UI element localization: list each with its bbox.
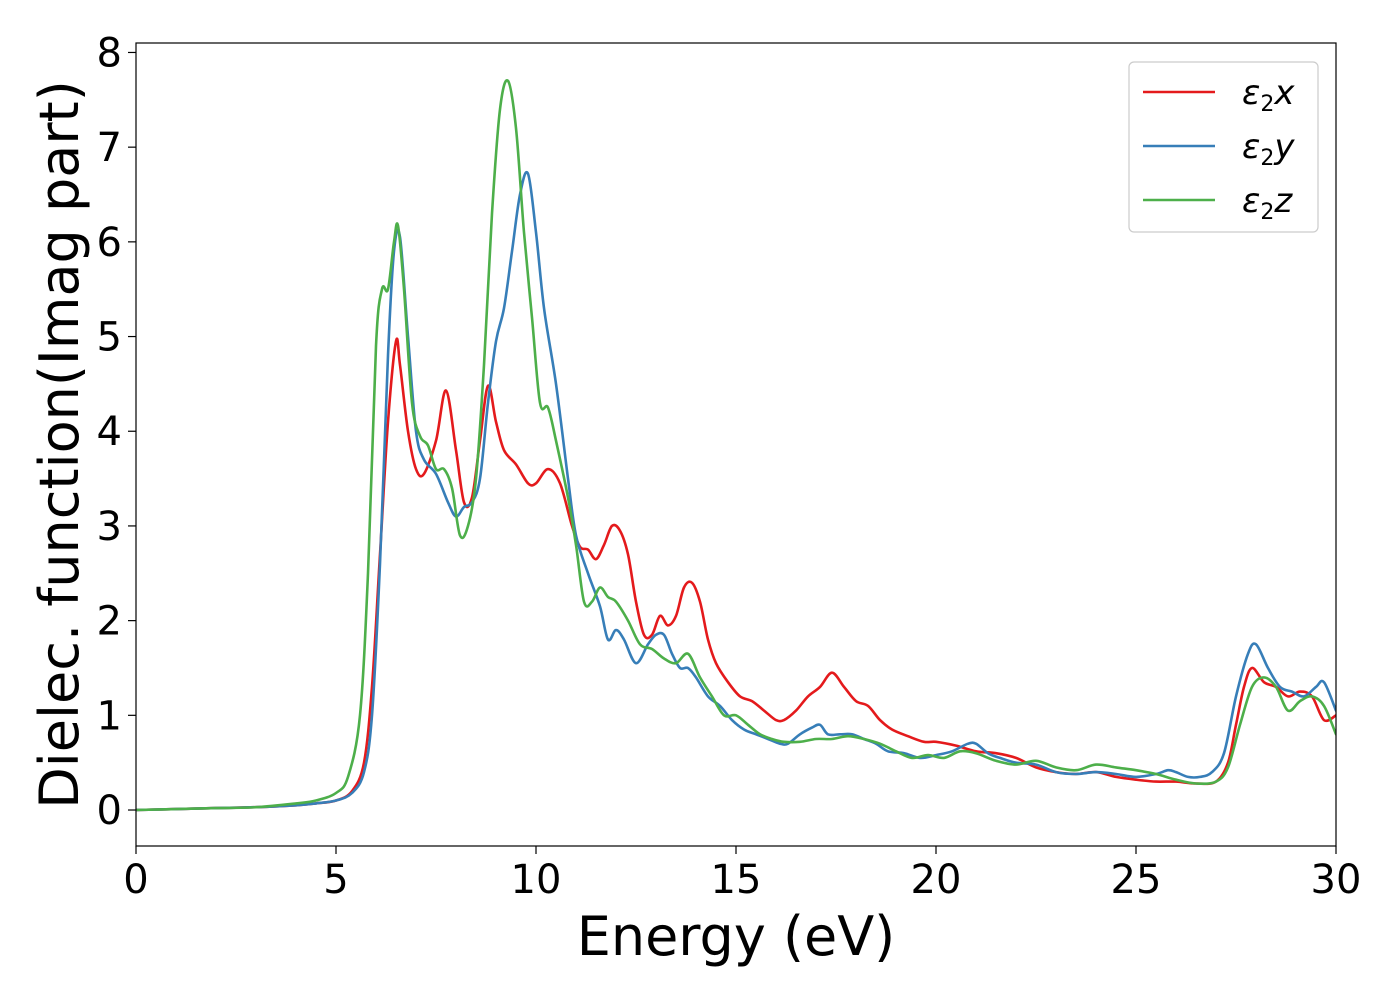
x-tick-label: 15 <box>711 857 762 903</box>
legend-label-axis: x <box>1273 73 1295 113</box>
y-tick-label: 1 <box>97 693 122 739</box>
legend-label-epsilon: ε <box>1242 181 1260 221</box>
series-layer <box>136 78 1336 812</box>
y-tick-label: 3 <box>97 504 122 550</box>
series-line-x <box>136 337 1336 812</box>
x-tick-label: 30 <box>1311 857 1362 903</box>
x-tick-label: 20 <box>911 857 962 903</box>
legend-label: ε2y <box>1242 127 1295 171</box>
y-tick-label: 5 <box>97 315 122 361</box>
x-tick-label: 10 <box>511 857 562 903</box>
x-tick-label: 5 <box>323 857 348 903</box>
legend-box <box>1128 61 1319 233</box>
legend-entry-y: ε2y <box>1143 127 1295 171</box>
legend-entry-x: ε2x <box>1143 73 1295 117</box>
legend-label-epsilon: ε <box>1242 127 1260 167</box>
legend-label-axis: z <box>1273 181 1293 221</box>
legend-label-subscript: 2 <box>1260 146 1274 171</box>
series-line-z <box>136 78 1336 812</box>
legend-label-subscript: 2 <box>1260 92 1274 117</box>
y-tick-label: 0 <box>97 788 122 834</box>
y-tick-label: 4 <box>97 409 122 455</box>
x-axis-ticks: 0 5 10 15 20 25 30 <box>123 846 1361 903</box>
legend-label-axis: y <box>1273 127 1295 167</box>
legend-label: ε2x <box>1242 73 1295 117</box>
legend-label-subscript: 2 <box>1260 200 1274 225</box>
y-axis-ticks: 0 1 2 3 4 5 6 7 8 <box>97 30 136 834</box>
legend-label-epsilon: ε <box>1242 73 1260 113</box>
y-tick-label: 7 <box>97 125 122 171</box>
legend-entry-z: ε2z <box>1143 181 1293 225</box>
y-axis-title: Dielec. function(Imag part) <box>28 80 91 809</box>
x-axis-title: Energy (eV) <box>577 905 896 968</box>
legend-label: ε2z <box>1242 181 1293 225</box>
x-tick-label: 0 <box>123 857 148 903</box>
y-tick-label: 6 <box>97 220 122 266</box>
y-tick-label: 8 <box>97 30 122 76</box>
x-tick-label: 25 <box>1111 857 1162 903</box>
y-tick-label: 2 <box>97 599 122 645</box>
